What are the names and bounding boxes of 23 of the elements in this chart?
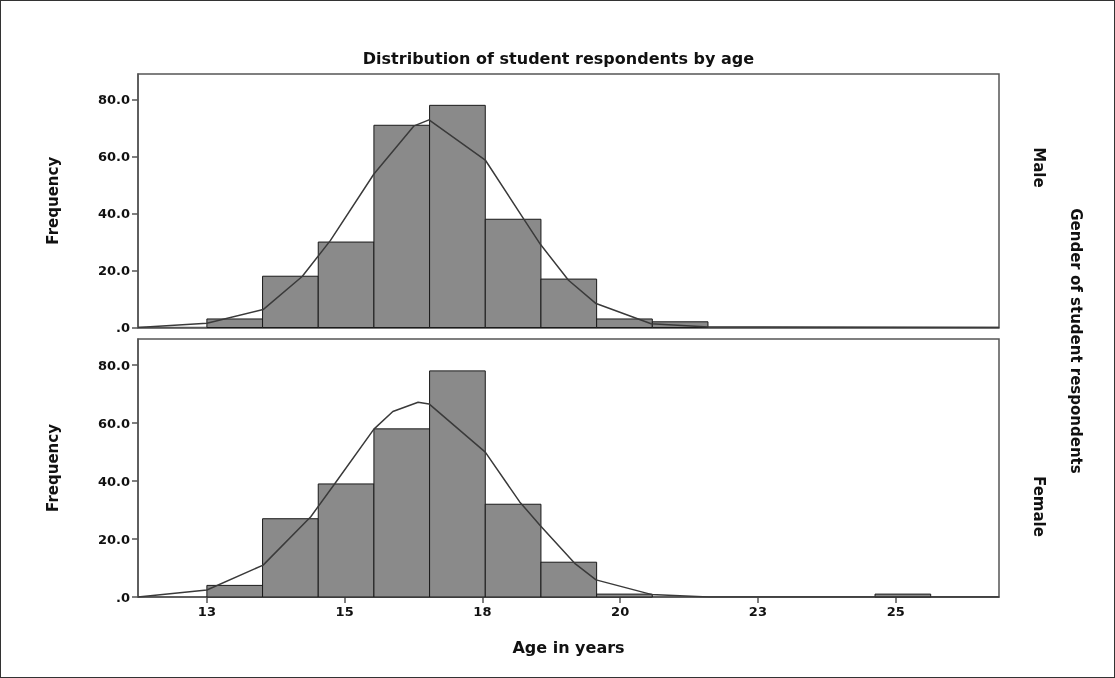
x-tick-label: 23 [748,604,767,619]
x-tick-label: 13 [197,604,216,619]
x-tick-label: 25 [886,604,905,619]
y-tick-label: 60.0 [97,149,130,165]
y-tick-label: 20.0 [97,531,130,547]
y-tick-label: .0 [116,320,130,335]
x-axis-title: Age in years [512,637,625,657]
y-tick-label: 20.0 [97,263,130,279]
y-tick-label: 40.0 [97,473,130,489]
text: Male [1029,147,1048,188]
x-tick-label: 20 [611,604,630,619]
text: Female [1029,476,1048,537]
y-tick-label: .0 [116,589,130,605]
chart-title: Distribution of student respondents by age [362,48,755,68]
x-tick-label: 15 [335,604,354,619]
y-tick-label: 40.0 [97,206,130,222]
y-tick-label: 60.0 [97,415,130,431]
y-tick-label: 80.0 [97,357,130,373]
x-tick-label: 18 [473,604,492,619]
y-tick-label: 80.0 [97,92,130,108]
y-axis-title: Frequency [43,423,62,512]
y-axis-title: Frequency [43,156,62,245]
text: Gender of student respondents [1067,208,1085,474]
